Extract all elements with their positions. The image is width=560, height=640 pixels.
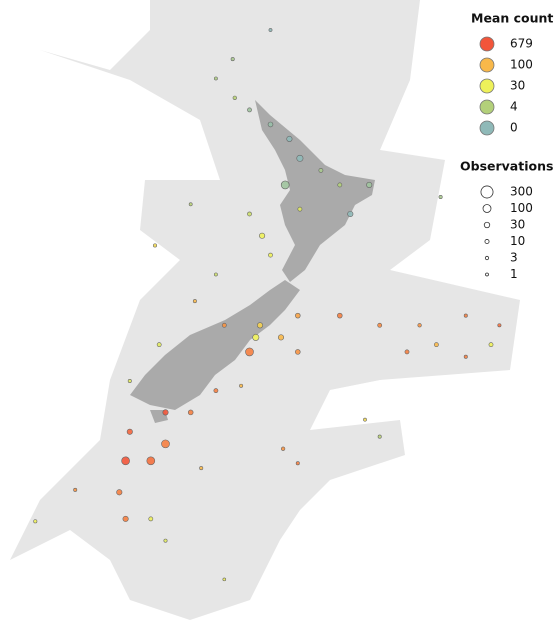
legend-swatch [479, 57, 495, 73]
sighting-dot [363, 417, 367, 422]
dots [33, 28, 502, 582]
legend-size [485, 272, 489, 277]
sighting-dot [267, 121, 274, 128]
sighting-dot [192, 299, 197, 304]
sighting-dot [463, 354, 468, 359]
legend-swatch [479, 99, 495, 115]
legend-label: 1 [510, 267, 518, 281]
sighting-dot [256, 322, 264, 329]
sighting-dot [337, 182, 343, 188]
sighting-dot [438, 195, 443, 200]
sighting-dot [122, 515, 129, 522]
sighting-dot [268, 252, 273, 258]
sighting-dot [259, 232, 266, 239]
sighting-dot [156, 342, 162, 348]
sighting-dot [277, 334, 285, 341]
sighting-dot [463, 313, 468, 318]
legend-label: 4 [510, 100, 518, 114]
sighting-dot [162, 409, 169, 416]
sighting-dot [163, 538, 168, 543]
legend-title: Observations [460, 159, 553, 174]
sighting-dot [153, 243, 157, 248]
sighting-dot [247, 211, 252, 217]
sighting-dot [280, 180, 290, 190]
legend-label: 0 [510, 121, 518, 135]
sighting-dot [252, 333, 260, 341]
sighting-dot [116, 489, 123, 496]
legend-title: Mean count [471, 11, 553, 26]
legend-label: 100 [510, 201, 533, 215]
sighting-dot [417, 323, 422, 328]
sighting-dot [187, 409, 194, 416]
sighting-dot [268, 28, 273, 32]
legend-size [484, 239, 490, 244]
sighting-dot [239, 383, 244, 388]
sighting-dot [127, 378, 132, 383]
sighting-dot [295, 461, 300, 466]
sighting-dot [161, 439, 170, 449]
sighting-dot [214, 272, 218, 277]
sighting-dot [221, 322, 227, 328]
sighting-dot [347, 210, 354, 218]
legend-label: 300 [510, 185, 533, 199]
sighting-dot [222, 577, 227, 582]
sighting-dot [297, 206, 303, 212]
sighting-dot [434, 342, 439, 348]
sighting-dot [148, 516, 154, 522]
sighting-dot [232, 95, 237, 100]
sighting-dot [366, 181, 373, 188]
sighting-dot [318, 168, 324, 173]
sighting-dot [295, 312, 301, 319]
legend-label: 30 [510, 79, 525, 93]
sighting-dot [230, 57, 235, 62]
sighting-dot [377, 434, 382, 439]
legend-swatch [479, 36, 495, 52]
sighting-dot [126, 428, 133, 435]
sighting-dot [199, 466, 204, 471]
legend: Mean count 679 100 30 4 0 Observations 300 100 30… [460, 11, 553, 282]
sighting-dot [295, 349, 301, 355]
legend-label: 3 [510, 251, 518, 265]
legend-label: 679 [510, 37, 533, 51]
sighting-dot [73, 487, 78, 492]
sighting-dot [214, 76, 218, 81]
legend-size [480, 185, 494, 199]
sighting-dot [286, 135, 293, 142]
sighting-dot [404, 349, 410, 355]
sighting-dot [188, 202, 193, 207]
legend-size [483, 221, 491, 229]
legend-size [484, 255, 490, 261]
sighting-dot [488, 342, 494, 348]
sighting-dot [497, 323, 502, 328]
sighting-dot [247, 107, 252, 113]
sighting-dot [213, 388, 219, 394]
legend-label: 100 [510, 58, 533, 72]
sighting-dot [296, 154, 304, 162]
sighting-dot [337, 312, 343, 319]
legend-swatch [479, 78, 495, 94]
legend-label: 30 [510, 218, 525, 232]
legend-size [482, 204, 492, 213]
sighting-dot [377, 322, 383, 328]
sighting-dot [121, 456, 130, 466]
sighting-dot [280, 446, 286, 451]
sighting-dot [33, 519, 38, 524]
legend-label: 10 [510, 234, 525, 248]
sighting-dot [146, 456, 156, 466]
legend-swatch [479, 120, 495, 136]
sighting-dot [245, 347, 254, 357]
